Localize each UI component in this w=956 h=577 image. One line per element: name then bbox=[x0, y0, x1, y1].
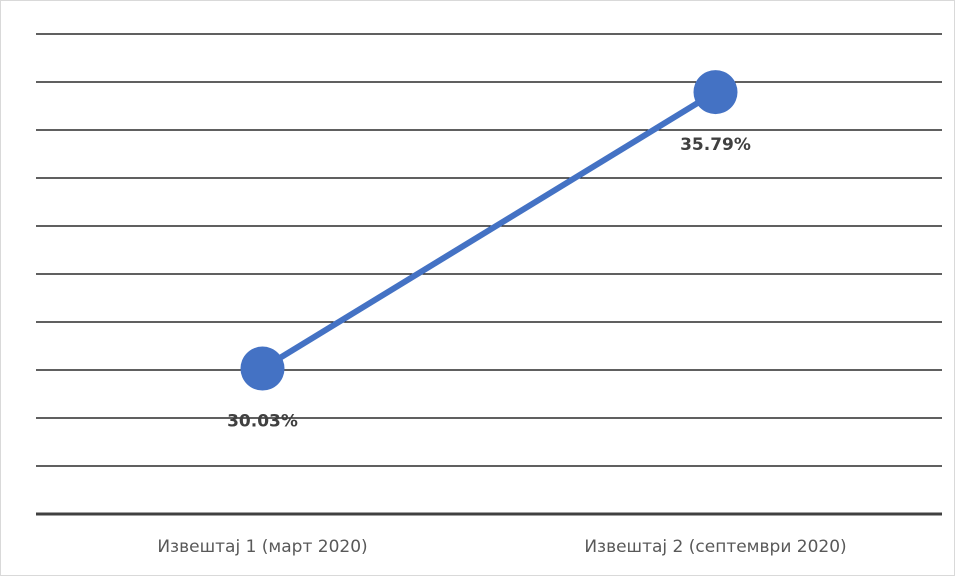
marker bbox=[693, 70, 738, 115]
line bbox=[260, 89, 718, 372]
data-label: 35.79% bbox=[680, 135, 751, 155]
marker bbox=[240, 346, 285, 391]
x-tick-label: Извештај 1 (март 2020) bbox=[157, 537, 367, 557]
data-label: 30.03% bbox=[227, 412, 298, 432]
x-tick-label: Извештај 2 (септември 2020) bbox=[584, 537, 846, 557]
